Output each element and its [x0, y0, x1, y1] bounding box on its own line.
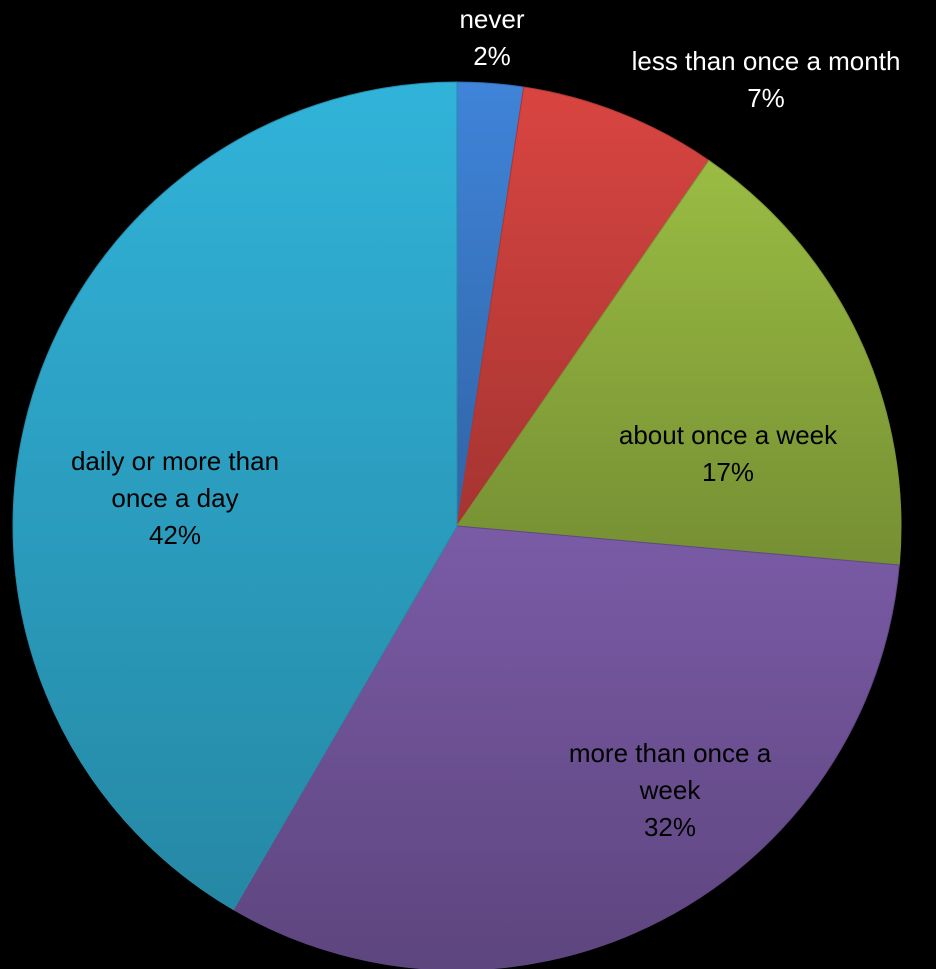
- pie-slice-less-than-once-a-month: [456, 86, 710, 527]
- pie-slice-about-once-a-week: [456, 159, 902, 566]
- slice-percent-label: 42%: [149, 520, 201, 550]
- pie-slice-daily-or-more-than-once-a-day: [12, 81, 458, 911]
- slice-category-label: about once a week: [619, 420, 838, 450]
- pie-slices: [12, 81, 902, 969]
- slice-percent-label: 2%: [473, 41, 511, 71]
- slice-category-label: week: [639, 775, 702, 805]
- slice-label-daily-or-more-than-once-a-day: daily or more than once a day 42%: [71, 446, 279, 550]
- slice-label-less-than-once-a-month: less than once a month 7%: [632, 46, 901, 113]
- pie-labels: never 2% less than once a month 7% about onc…: [71, 4, 900, 842]
- slice-category-label: once a day: [111, 483, 238, 513]
- slice-category-label: never: [459, 4, 524, 34]
- slice-label-never: never 2%: [459, 4, 524, 71]
- slice-percent-label: 17%: [702, 457, 754, 487]
- slice-category-label: daily or more than: [71, 446, 279, 476]
- slice-label-more-than-once-a-week: more than once a week 32%: [569, 738, 772, 842]
- pie-slice-more-than-once-a-week: [232, 525, 900, 969]
- slice-category-label: less than once a month: [632, 46, 901, 76]
- slice-percent-label: 7%: [747, 83, 785, 113]
- slice-label-about-once-a-week: about once a week 17%: [619, 420, 838, 487]
- slice-category-label: more than once a: [569, 738, 772, 768]
- slice-percent-label: 32%: [644, 812, 696, 842]
